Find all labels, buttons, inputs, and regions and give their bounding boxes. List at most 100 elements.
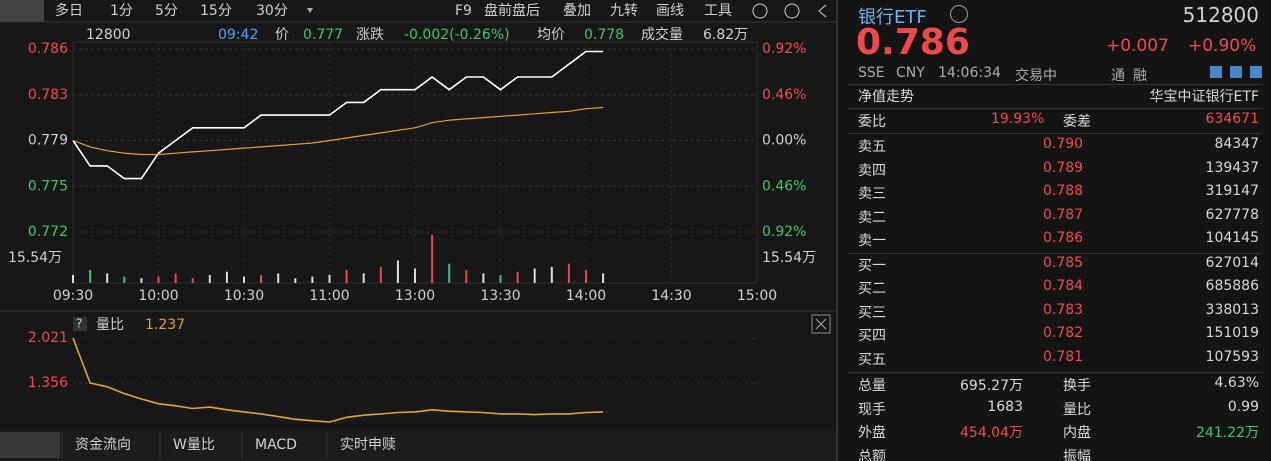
book-price: 0.786 — [1043, 230, 1084, 246]
y-tick-label: 0.772 — [28, 224, 68, 240]
separator — [848, 108, 1263, 109]
separator — [848, 133, 1263, 134]
y2-tick-label: 0.00% — [762, 133, 806, 149]
period-button[interactable]: 1分 — [110, 3, 133, 19]
book-label: 卖一 — [858, 233, 886, 249]
period-button[interactable]: 5分 — [155, 3, 178, 19]
x-tick-label: 15:00 — [737, 288, 777, 304]
action-button[interactable]: 叠加 — [563, 3, 591, 19]
cursor-price: 0.777 — [303, 27, 343, 43]
help-icon[interactable] — [73, 317, 87, 331]
tool-icon[interactable] — [1250, 66, 1262, 78]
cursor-avg: 0.778 — [584, 27, 624, 43]
volume-label: 成交量 — [641, 26, 683, 43]
action-button[interactable]: 九转 — [610, 3, 638, 19]
action-button[interactable]: 画线 — [656, 3, 684, 19]
volume-bar — [191, 278, 194, 283]
weibi-label: 委比 — [858, 114, 886, 130]
book-volume: 338013 — [1205, 301, 1259, 318]
volume-bar — [550, 266, 553, 283]
volume-bar — [277, 273, 280, 283]
tab[interactable]: MACD — [255, 437, 297, 453]
weicha-label: 委差 — [1063, 114, 1091, 130]
y-tick-label: 15.54万 — [762, 250, 816, 266]
cursor-time: 09:42 — [218, 27, 258, 43]
help-mark: ? — [76, 317, 82, 331]
volume-bar — [414, 268, 416, 283]
book-price: 0.782 — [1043, 325, 1084, 341]
status: 交易中 — [1015, 68, 1057, 84]
stat-value: 241.22万 — [1196, 425, 1259, 441]
action-button[interactable]: 工具 — [704, 3, 732, 19]
volume-bar — [208, 274, 211, 283]
x-tick-label: 09:30 — [53, 288, 93, 304]
book-label: 买五 — [858, 351, 886, 368]
volume-bar — [243, 276, 245, 283]
stat-label: 总量 — [858, 378, 886, 394]
period-button[interactable]: 30分 — [256, 3, 288, 19]
tab[interactable]: 实时申赎 — [340, 436, 396, 453]
period-button[interactable]: 多日 — [55, 2, 83, 19]
book-volume: 104145 — [1205, 230, 1259, 246]
action-button[interactable]: F9 — [455, 3, 472, 19]
volume-bar — [465, 270, 468, 283]
separator — [848, 253, 1263, 254]
book-price: 0.783 — [1043, 301, 1084, 318]
volume-bar — [379, 266, 382, 283]
info-icon[interactable] — [950, 5, 968, 23]
separator — [848, 84, 1263, 85]
volume-bar — [294, 278, 297, 283]
book-label: 卖三 — [858, 186, 886, 202]
chart-area: 多日 1分 5分 15分 30分 F9 盘前盘后 叠加 九转 画线 工具 12800 09:42 价… — [0, 0, 836, 458]
volume-bar — [311, 276, 314, 283]
tool-icon[interactable] — [1210, 66, 1222, 78]
close-button[interactable] — [811, 314, 831, 334]
x-tick-label: 10:30 — [224, 288, 264, 304]
tab-blurred[interactable] — [0, 432, 60, 458]
volume-bar — [72, 274, 74, 283]
stat-label: 现手 — [858, 401, 886, 418]
volume-bar — [448, 263, 451, 283]
cursor-volume: 6.82万 — [703, 27, 748, 43]
y-tick-label: 15.54万 — [8, 250, 62, 266]
tool-icon[interactable] — [784, 3, 800, 19]
last-price: 0.786 — [856, 22, 970, 63]
volume-bar — [123, 276, 126, 283]
tab[interactable]: 资金流向 — [75, 437, 131, 453]
y2-tick-label: 0.46% — [762, 178, 806, 194]
legend-price: 价 — [275, 27, 289, 43]
tool-icon[interactable] — [1230, 66, 1242, 78]
market: SSE — [858, 65, 885, 81]
y-tick-label: 0.775 — [28, 178, 68, 194]
x-tick-label: 13:00 — [395, 288, 435, 304]
action-button[interactable]: 盘前盘后 — [484, 2, 540, 19]
y2-tick-label: 0.46% — [762, 87, 806, 103]
volume-bar — [328, 274, 331, 283]
tab[interactable]: W量比 — [173, 437, 215, 453]
y2-tick-label: 0.92% — [762, 41, 806, 57]
change: +0.007 — [1106, 36, 1169, 56]
weibi: 19.93% — [991, 111, 1045, 127]
book-volume: 685886 — [1205, 278, 1259, 294]
book-volume: 627014 — [1205, 254, 1259, 271]
volume-bar — [89, 270, 92, 283]
volume-bar — [345, 270, 348, 283]
tool-icon[interactable] — [752, 3, 768, 19]
book-price: 0.785 — [1043, 254, 1084, 271]
book-label: 买二 — [858, 281, 886, 297]
y-tick-label: 1.356 — [28, 375, 68, 391]
nav-label[interactable]: 净值走势 — [858, 89, 914, 105]
book-label: 买三 — [858, 304, 886, 321]
back-icon[interactable] — [818, 4, 827, 18]
code: 12800 — [86, 27, 131, 43]
close-icon — [815, 318, 827, 330]
stat-label: 量比 — [1063, 401, 1091, 418]
separator — [848, 372, 1263, 373]
stat-value: 454.04万 — [960, 425, 1023, 441]
book-label: 卖四 — [858, 162, 886, 179]
volume-bar — [482, 273, 485, 283]
book-price: 0.788 — [1043, 183, 1084, 199]
book-volume: 627778 — [1205, 206, 1259, 223]
stat-label: 外盘 — [858, 425, 886, 441]
period-button[interactable]: 15分 — [200, 3, 232, 19]
